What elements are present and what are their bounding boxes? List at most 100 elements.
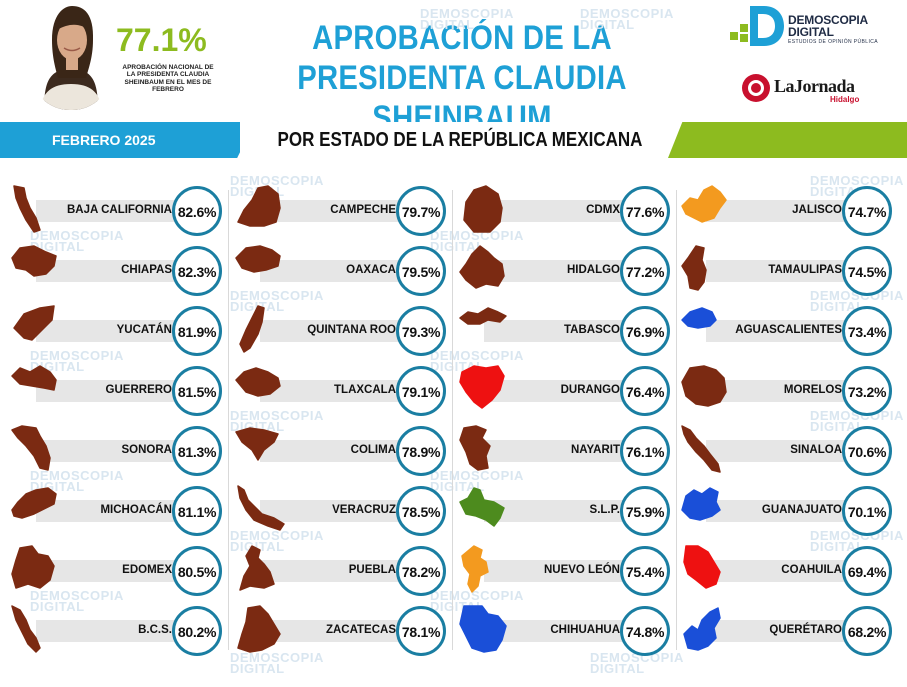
green-accent [668,122,907,158]
state-label-bar [706,500,856,522]
state-shape [235,427,279,461]
state-name: B.C.S. [138,624,172,636]
state-label-bar [36,440,186,462]
state-label-bar [260,200,410,222]
approval-circle: 79.3% [396,306,446,356]
state-shape [459,245,505,289]
state-label-bar [706,380,856,402]
state-item: SONORA 81.3% [10,424,222,476]
approval-value: 81.3% [177,444,217,460]
approval-value: 77.2% [625,264,665,280]
state-shape [459,487,505,527]
state-item: QUERÉTARO 68.2% [680,604,892,656]
cdmx-map-icon [463,185,503,233]
hidalgo-map-icon [459,245,505,289]
state-item: ZACATECAS 78.1% [234,604,446,656]
approval-circle: 81.3% [172,426,222,476]
approval-value: 74.8% [625,624,665,640]
state-shape [11,245,57,277]
approval-value: 73.4% [847,324,887,340]
state-label-bar [260,620,410,642]
demoscopia-name-2: DIGITAL [788,25,834,39]
approval-value: 68.2% [847,624,887,640]
la-jornada-name: LaJornada [774,76,855,96]
national-approval-caption: APROBACIÓN NACIONAL DE LA PRESIDENTA CLA… [122,64,214,94]
state-item: YUCATÁN 81.9% [10,304,222,356]
approval-circle: 81.5% [172,366,222,416]
edomex-map-icon [11,545,55,589]
durango-map-icon [459,365,505,409]
michoacan-map-icon [11,487,57,519]
approval-value: 78.1% [401,624,441,640]
approval-circle: 68.2% [842,606,892,656]
state-label-bar [706,260,856,282]
approval-circle: 75.9% [620,486,670,536]
approval-value: 80.5% [177,564,217,580]
quintana-roo-map-icon [239,305,265,353]
state-label-bar [260,440,410,462]
state-shape [13,305,55,341]
state-item: CHIHUAHUA 74.8% [458,604,670,656]
state-item: TABASCO 76.9% [458,304,670,356]
state-label-bar [484,560,634,582]
president-photo [30,0,112,110]
approval-value: 74.5% [847,264,887,280]
state-name: S.L.P. [589,504,620,516]
state-item: TLAXCALA 79.1% [234,364,446,416]
approval-value: 82.6% [177,204,217,220]
state-name: CHIHUAHUA [550,624,620,636]
guanajuato-map-icon [681,487,721,521]
demoscopia-name-1: DEMOSCOPIA [788,13,869,27]
approval-value: 81.5% [177,384,217,400]
chiapas-map-icon [11,245,57,277]
aguascalientes-map-icon [681,307,717,329]
state-label-bar [36,320,186,342]
state-label-bar [484,380,634,402]
approval-circle: 82.3% [172,246,222,296]
approval-circle: 80.5% [172,546,222,596]
approval-value: 82.3% [177,264,217,280]
column-divider [452,190,453,650]
approval-value: 70.1% [847,504,887,520]
state-item: HIDALGO 77.2% [458,244,670,296]
state-label-bar [706,620,856,642]
state-item: MICHOACÁN 81.1% [10,484,222,536]
state-name: GUERRERO [105,384,172,396]
state-item: BAJA CALIFORNIA 82.6% [10,184,222,236]
approval-circle: 81.9% [172,306,222,356]
column-divider [676,190,677,650]
approval-circle: 78.9% [396,426,446,476]
approval-value: 80.2% [177,624,217,640]
state-label-bar [706,440,856,462]
state-label-bar [706,320,856,342]
approval-value: 77.6% [625,204,665,220]
state-name: COAHUILA [781,564,842,576]
sonora-map-icon [11,425,51,471]
state-shape [11,487,57,519]
state-item: CDMX 77.6% [458,184,670,236]
colima-map-icon [235,427,279,461]
state-label-bar [484,440,634,462]
queretaro-map-icon [683,607,721,651]
state-label-bar [260,320,410,342]
state-name: SINALOA [790,444,842,456]
state-name: OAXACA [346,264,396,276]
demoscopia-name: DEMOSCOPIA DIGITAL [788,14,868,38]
state-label-bar [36,260,186,282]
approval-value: 74.7% [847,204,887,220]
state-shape [11,425,51,471]
approval-value: 70.6% [847,444,887,460]
state-label-bar [36,620,186,642]
state-name: HIDALGO [566,264,620,276]
demoscopia-tagline: ESTUDIOS DE OPINIÓN PÚBLICA [788,39,878,45]
page-title: APROBACIÓN DE LA PRESIDENTA CLAUDIA SHEI… [256,18,669,138]
jalisco-map-icon [681,185,727,223]
approval-value: 79.3% [401,324,441,340]
approval-circle: 78.5% [396,486,446,536]
state-label-bar [484,320,634,342]
state-item: GUANAJUATO 70.1% [680,484,892,536]
approval-circle: 74.8% [620,606,670,656]
approval-circle: 77.2% [620,246,670,296]
state-label-bar [484,500,634,522]
state-label-bar [484,200,634,222]
